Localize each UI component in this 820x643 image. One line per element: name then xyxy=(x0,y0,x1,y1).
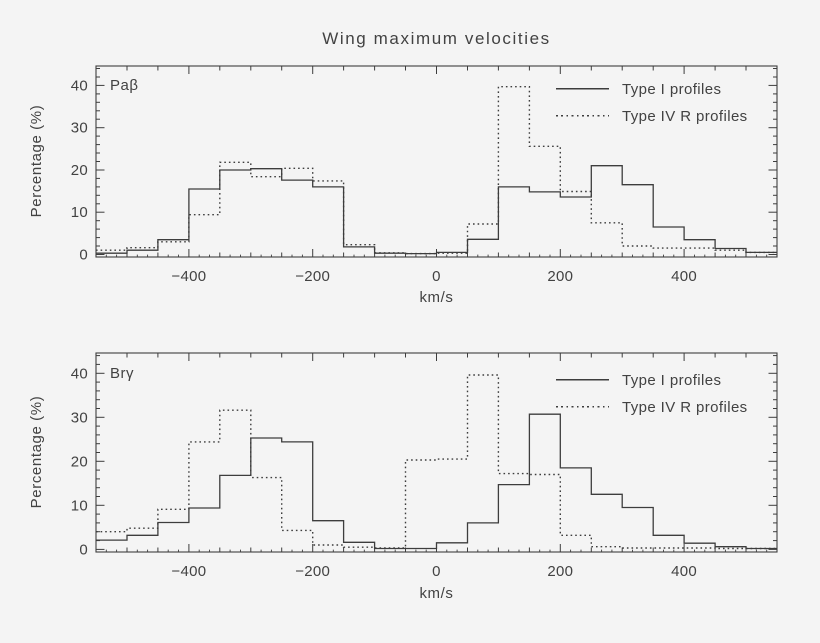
panel-label-brg: Brγ xyxy=(110,365,134,382)
y-tick-label: 30 xyxy=(71,409,88,426)
x-axis-label-top: km/s xyxy=(419,289,454,306)
dotted-line-swatch xyxy=(556,406,609,408)
solid-line-swatch xyxy=(556,88,609,90)
legend-label: Type I profiles xyxy=(622,371,722,389)
y-axis-label-top: Percentage (%) xyxy=(28,104,45,218)
figure-title: Wing maximum velocities xyxy=(322,29,551,48)
y-tick-label: 40 xyxy=(71,77,88,94)
x-axis-label-bottom: km/s xyxy=(419,585,454,602)
histogram-line-solid xyxy=(96,165,777,255)
x-tick-label: 0 xyxy=(432,268,441,285)
legend-item-type1-top: Type I profiles xyxy=(556,80,722,98)
y-tick-label: 10 xyxy=(71,497,88,514)
legend-label: Type IV R profiles xyxy=(622,107,748,125)
y-tick-label: 0 xyxy=(79,541,88,558)
legend-item-type4r-bottom: Type IV R profiles xyxy=(556,398,748,416)
y-tick-label: 0 xyxy=(79,247,88,264)
x-tick-label: 400 xyxy=(671,268,697,285)
x-tick-label: −400 xyxy=(171,563,206,580)
histogram-line-dotted xyxy=(96,374,777,550)
x-tick-label: 400 xyxy=(671,563,697,580)
y-axis-label-bottom: Percentage (%) xyxy=(28,395,45,509)
y-tick-label: 10 xyxy=(71,204,88,221)
legend-item-type4r-top: Type IV R profiles xyxy=(556,107,748,125)
y-tick-label: 30 xyxy=(71,120,88,137)
dotted-line-swatch xyxy=(556,115,609,117)
x-tick-label: −400 xyxy=(171,268,206,285)
x-tick-label: −200 xyxy=(295,268,330,285)
x-tick-label: 200 xyxy=(547,563,573,580)
x-tick-label: 200 xyxy=(547,268,573,285)
legend-label: Type I profiles xyxy=(622,80,722,98)
x-tick-label: 0 xyxy=(432,563,441,580)
y-tick-label: 20 xyxy=(71,162,88,179)
y-tick-label: 20 xyxy=(71,453,88,470)
solid-line-swatch xyxy=(556,379,609,381)
x-tick-label: −200 xyxy=(295,563,330,580)
y-tick-label: 40 xyxy=(71,365,88,382)
panel-label-pab: Paβ xyxy=(110,77,139,94)
legend-item-type1-bottom: Type I profiles xyxy=(556,371,722,389)
legend-label: Type IV R profiles xyxy=(622,398,748,416)
histogram-line-solid xyxy=(96,413,777,550)
